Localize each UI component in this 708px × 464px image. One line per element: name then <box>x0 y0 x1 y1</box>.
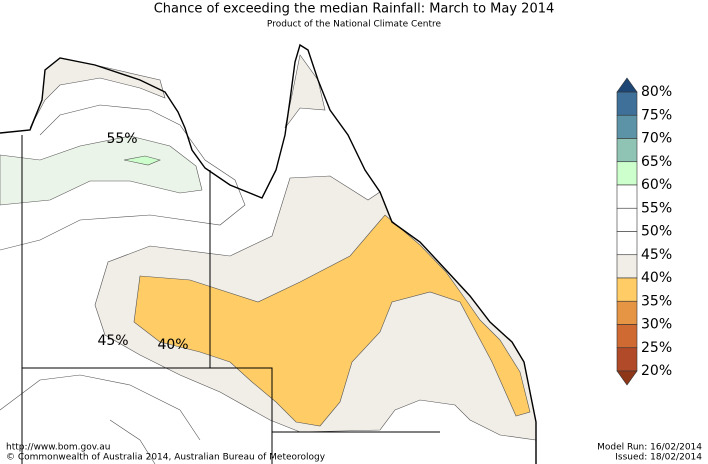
legend-swatch <box>616 300 638 325</box>
legend-label: 25% <box>641 340 672 356</box>
legend-swatch <box>616 277 638 302</box>
wet-region <box>0 135 203 206</box>
legend-bottom-arrow <box>616 370 638 386</box>
subtitle: Product of the National Climate Centre <box>267 20 442 30</box>
legend-swatch <box>616 114 638 139</box>
legend-label: 55% <box>641 200 672 216</box>
legend-swatch <box>616 254 638 279</box>
legend-label: 30% <box>641 317 672 333</box>
legend-label: 45% <box>641 247 672 263</box>
legend-swatch <box>616 184 638 209</box>
model-run: Model Run: 16/02/2014 <box>597 443 702 453</box>
legend-label: 20% <box>641 363 672 379</box>
dry-region <box>133 214 531 427</box>
map: 55% 45% 40% <box>0 43 537 464</box>
legend-label: 35% <box>641 293 672 309</box>
region-boundary <box>21 135 440 464</box>
legend-swatch <box>616 138 638 163</box>
contour-label: 55% <box>106 131 137 147</box>
contour-label: 45% <box>97 333 128 349</box>
footer-copyright: © Commonwealth of Australia 2014, Austra… <box>6 453 326 463</box>
legend: 80% 75% 70% 65% 60% 55% 50% 45% 40% 35% 30% 25% 20% <box>616 77 672 386</box>
legend-swatch <box>616 91 638 116</box>
legend-swatch <box>616 347 638 372</box>
coastline <box>0 43 537 464</box>
title: Chance of exceeding the median Rainfall:… <box>154 2 555 17</box>
legend-top-arrow <box>616 77 638 93</box>
legend-label: 50% <box>641 224 672 240</box>
footer-url: http://www.bom.gov.au <box>6 443 110 453</box>
contour-label: 40% <box>157 337 188 353</box>
wet-spot <box>123 155 161 166</box>
legend-label: 40% <box>641 270 672 286</box>
legend-swatch <box>616 161 638 186</box>
legend-label: 65% <box>641 154 672 170</box>
legend-swatch <box>616 207 638 232</box>
issued-date: Issued: 18/02/2014 <box>615 453 702 463</box>
legend-label: 80% <box>641 84 672 100</box>
legend-label: 75% <box>641 107 672 123</box>
legend-swatch <box>616 324 638 349</box>
legend-label: 70% <box>641 131 672 147</box>
contour-line <box>0 104 246 464</box>
legend-swatch <box>616 231 638 256</box>
legend-label: 60% <box>641 177 672 193</box>
